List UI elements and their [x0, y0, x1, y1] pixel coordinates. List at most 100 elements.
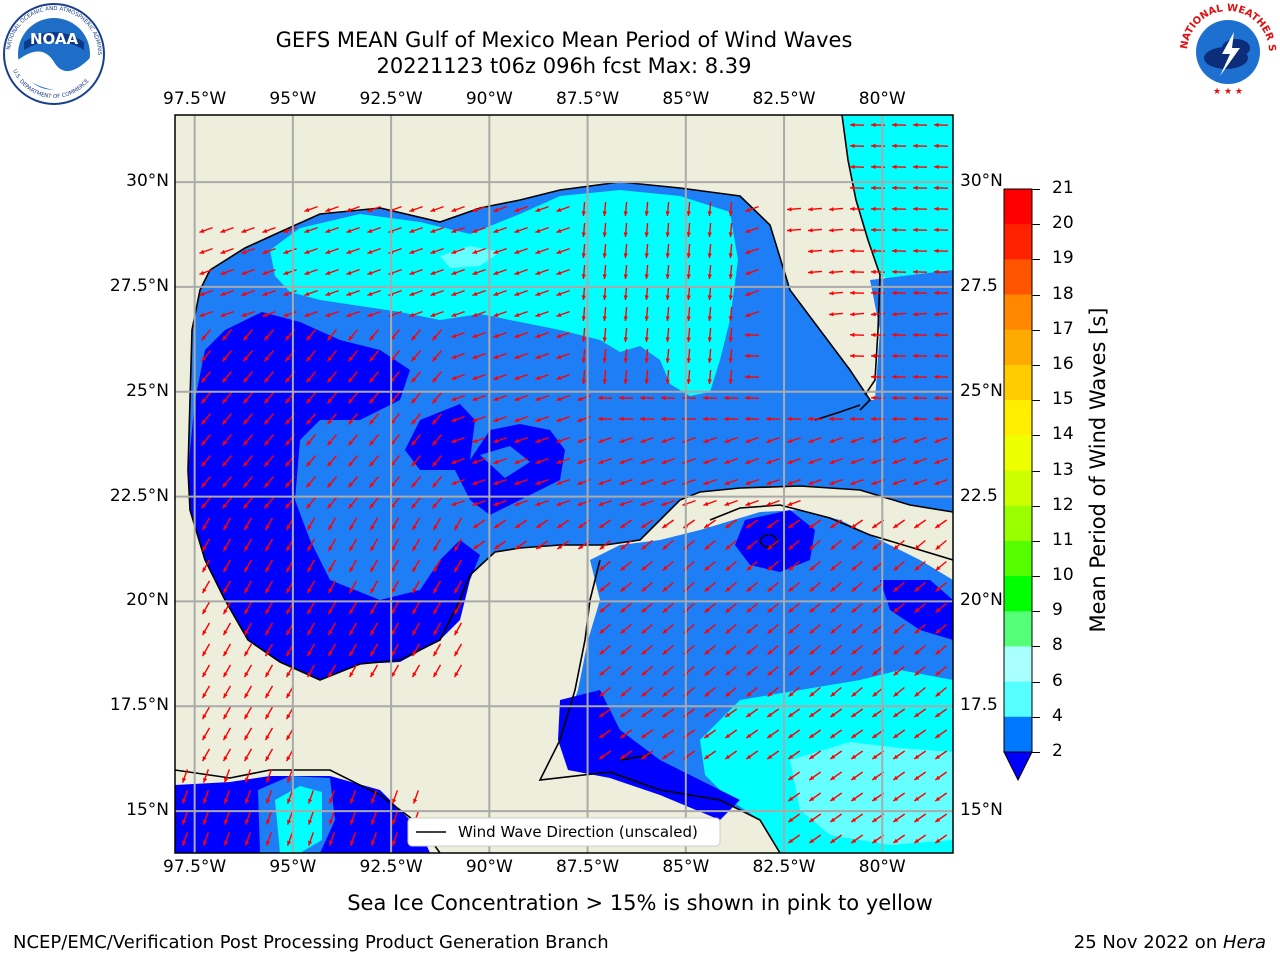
wind-arrow-head	[202, 567, 207, 573]
wind-arrow-head	[286, 588, 291, 594]
wind-arrow-head	[934, 143, 939, 149]
wind-arrow-head	[243, 335, 249, 341]
wind-arrow-head	[640, 459, 646, 464]
wind-arrow-head	[224, 798, 229, 804]
wind-arrow-head	[451, 228, 457, 233]
legend-label: Wind Wave Direction (unscaled)	[458, 823, 698, 841]
wind-arrow-head	[829, 312, 834, 317]
wind-arrow-head	[725, 523, 731, 528]
wind-arrow-head	[202, 672, 207, 678]
wind-arrow-head	[203, 798, 208, 804]
lon-label-top: 85°W	[662, 89, 710, 109]
wind-arrow-head	[871, 353, 876, 359]
colorbar-tick-label: 14	[1052, 424, 1074, 445]
wind-arrow-head	[556, 207, 562, 212]
wind-arrow-head	[581, 253, 586, 258]
wind-arrow-head	[935, 733, 941, 738]
wind-arrow-head	[370, 525, 375, 531]
wind-arrow-head	[451, 354, 457, 359]
wind-arrow-head	[349, 588, 354, 594]
wind-arrow-head	[494, 523, 500, 528]
wind-arrow-head	[306, 398, 312, 404]
wind-arrow-head	[935, 838, 941, 843]
gulf-cyan-band	[270, 190, 738, 396]
wind-arrow-head	[369, 440, 375, 446]
wind-arrow-head	[202, 714, 207, 720]
lon-label-bottom: 95°W	[269, 857, 317, 877]
wind-arrow-head	[808, 459, 814, 464]
wind-arrow-head	[535, 270, 541, 275]
wind-arrow-head	[641, 586, 647, 592]
wind-arrow-head	[728, 232, 733, 237]
wind-arrow-head	[620, 670, 626, 676]
wind-arrow-head	[581, 232, 586, 237]
wind-arrow-head	[199, 270, 205, 275]
wind-arrow-head	[913, 269, 918, 275]
wind-arrow-head	[370, 630, 375, 636]
wind-arrow-head	[369, 335, 375, 341]
wind-arrow-head	[703, 438, 709, 443]
wind-arrow-head	[745, 228, 751, 233]
wind-arrow-head	[665, 337, 670, 342]
wind-arrow-head	[745, 332, 750, 338]
wind-arrow-head	[536, 523, 542, 528]
wind-arrow-head	[241, 249, 247, 254]
wind-arrow-head	[644, 295, 649, 300]
wind-arrow-head	[640, 501, 646, 506]
wind-arrow-head	[199, 228, 205, 233]
noaa-logo: NOAA NATIONAL OCEANIC AND ATMOSPHERIC AD…	[2, 2, 105, 105]
wind-arrow-head	[222, 398, 228, 404]
wind-arrow-head	[892, 438, 898, 443]
wind-arrow-head	[346, 312, 352, 317]
wind-arrow-head	[514, 501, 520, 506]
wind-arrow-head	[665, 253, 670, 258]
wind-arrow-head	[662, 523, 668, 528]
colorbar-tick-label: 2	[1052, 741, 1063, 761]
wind-arrow-head	[851, 607, 857, 613]
wind-arrow-head	[665, 274, 670, 279]
colorbar-tick-mark	[1032, 364, 1040, 366]
wind-arrow-head	[370, 609, 375, 615]
wind-arrow-head	[704, 670, 710, 676]
wind-arrow-head	[241, 312, 247, 317]
colorbar-tick-label: 4	[1052, 705, 1063, 726]
wind-arrow-head	[850, 312, 855, 317]
wind-arrow-head	[850, 416, 855, 422]
sea-ice-note: Sea Ice Concentration > 15% is shown in …	[347, 891, 933, 915]
wind-arrow-head	[411, 482, 417, 488]
wind-arrow-head	[703, 480, 709, 485]
wind-arrow-head	[850, 227, 855, 233]
wind-arrow-head	[369, 377, 375, 383]
wind-arrow-head	[808, 270, 813, 275]
wind-arrow-head	[830, 817, 836, 822]
wind-arrow-head	[599, 670, 605, 676]
wind-arrow-head	[348, 461, 354, 467]
wind-arrow-head	[325, 312, 331, 317]
wind-arrow-head	[306, 356, 312, 362]
svg-text:★ ★ ★: ★ ★ ★	[1213, 87, 1243, 97]
wind-arrow-head	[472, 396, 478, 401]
wind-arrow-head	[787, 501, 793, 506]
wind-arrow-head	[222, 482, 228, 488]
wind-arrow-head	[285, 419, 291, 425]
wind-arrow-head	[412, 672, 417, 678]
wind-arrow-head	[599, 733, 605, 738]
wind-arrow-head	[644, 337, 649, 342]
wind-arrow-head	[913, 248, 918, 254]
wind-arrow-head	[241, 228, 247, 233]
wind-arrow-head	[265, 651, 270, 657]
wind-arrow-head	[286, 714, 291, 720]
wind-arrow-head	[914, 775, 920, 780]
wind-arrow-head	[266, 798, 271, 804]
wind-arrow-head	[686, 253, 691, 258]
wind-arrow-head	[665, 211, 670, 216]
lat-label-right: 20°N	[960, 590, 1003, 611]
wind-arrow-head	[599, 544, 605, 550]
wind-arrow-head	[244, 567, 249, 573]
wind-arrow-head	[893, 691, 899, 697]
wind-arrow-head	[285, 398, 291, 404]
wind-arrow-head	[265, 672, 270, 678]
wind-arrow-head	[581, 358, 586, 363]
wind-arrow-head	[935, 628, 941, 634]
wind-arrow-head	[451, 459, 457, 464]
